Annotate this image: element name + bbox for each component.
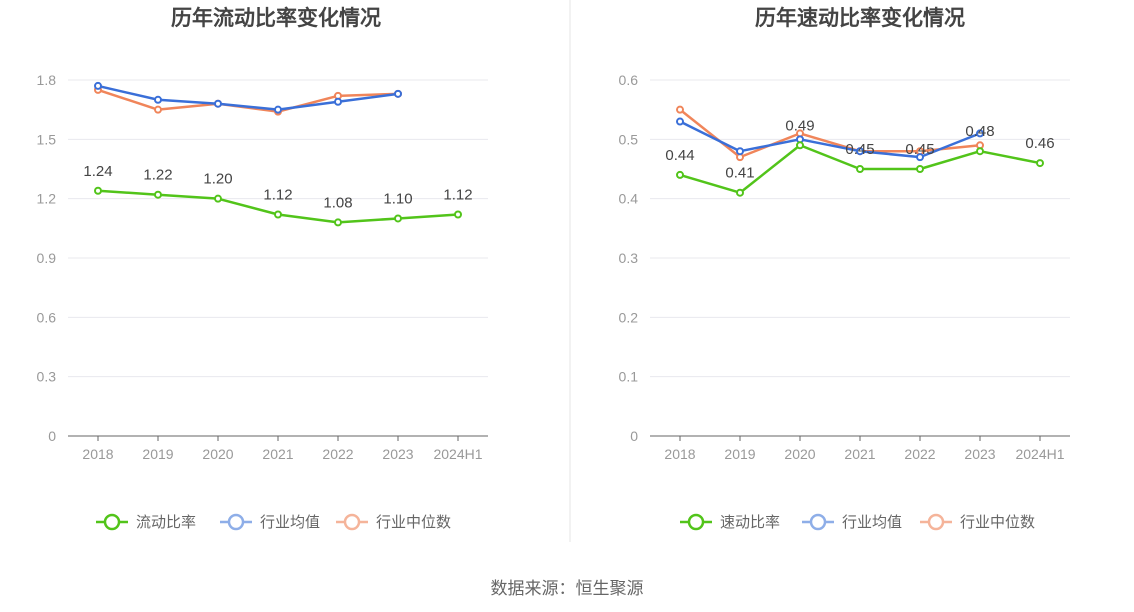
current-ratio-data-point bbox=[274, 210, 282, 219]
current-ratio-data-point bbox=[154, 105, 162, 114]
current-ratio-data-point bbox=[214, 194, 222, 203]
current-ratio-data-point bbox=[154, 95, 162, 104]
current-ratio-data-label: 1.22 bbox=[143, 167, 172, 184]
quick-ratio-data-label: 0.41 bbox=[725, 165, 754, 182]
current-ratio-data-label: 1.10 bbox=[383, 190, 412, 207]
quick-ratio-data-point bbox=[676, 117, 684, 126]
quick-ratio-data-point bbox=[856, 165, 864, 173]
quick-ratio-data-point bbox=[916, 165, 924, 173]
current-ratio-x-tick-label: 2022 bbox=[322, 446, 353, 462]
quick-ratio-y-tick-label: 0.5 bbox=[619, 131, 639, 147]
quick-ratio-x-tick-label: 2018 bbox=[664, 446, 695, 462]
current-ratio-legend-marker bbox=[343, 513, 361, 531]
quick-ratio-x-tick-label: 2021 bbox=[844, 446, 875, 462]
current-ratio-data-label: 1.24 bbox=[83, 163, 112, 180]
quick-ratio-y-tick-label: 0 bbox=[630, 428, 638, 444]
quick-ratio-y-tick-label: 0.1 bbox=[619, 369, 639, 385]
current-ratio-data-point bbox=[214, 99, 222, 108]
quick-ratio-data-label: 0.45 bbox=[845, 141, 874, 158]
quick-ratio-data-label: 0.46 bbox=[1025, 135, 1054, 152]
current-ratio-data-label: 1.12 bbox=[443, 186, 472, 203]
current-ratio-series-line bbox=[97, 84, 399, 111]
quick-ratio-data-point bbox=[676, 170, 684, 179]
current-ratio-data-point bbox=[454, 210, 462, 219]
quick-ratio-data-label: 0.45 bbox=[905, 141, 934, 158]
current-ratio-data-point bbox=[274, 105, 282, 114]
quick-ratio-x-tick-label: 2023 bbox=[964, 446, 995, 462]
quick-ratio-y-tick-label: 0.2 bbox=[619, 309, 639, 325]
current-ratio-data-point bbox=[334, 218, 342, 227]
quick-ratio-data-point bbox=[976, 129, 984, 138]
current-ratio-data-label: 1.12 bbox=[263, 186, 292, 203]
current-ratio-data-point bbox=[334, 97, 342, 106]
quick-ratio-legend-marker bbox=[927, 513, 945, 531]
quick-ratio-x-tick-label: 2020 bbox=[784, 446, 815, 462]
quick-ratio-legend-marker bbox=[687, 513, 705, 531]
current-ratio-y-tick-label: 0 bbox=[48, 428, 56, 444]
quick-ratio-data-point bbox=[856, 147, 864, 156]
current-ratio-x-tick-label: 2024H1 bbox=[433, 446, 482, 462]
quick-ratio-chart-title: 历年速动比率变化情况 bbox=[755, 6, 965, 30]
quick-ratio-x-tick-label: 2019 bbox=[724, 446, 755, 462]
quick-ratio-data-point bbox=[796, 141, 804, 150]
quick-ratio-x-tick-label: 2024H1 bbox=[1015, 446, 1064, 462]
quick-ratio-data-label: 0.44 bbox=[665, 147, 694, 164]
current-ratio-legend-marker bbox=[103, 513, 121, 531]
quick-ratio-data-point bbox=[916, 153, 924, 162]
quick-ratio-data-point bbox=[736, 188, 744, 197]
quick-ratio-data-point bbox=[736, 147, 744, 156]
current-ratio-y-tick-label: 1.8 bbox=[37, 72, 57, 88]
current-ratio-legend-label: 行业中位数 bbox=[376, 514, 451, 531]
current-ratio-y-tick-label: 0.3 bbox=[37, 369, 57, 385]
current-ratio-y-tick-label: 0.6 bbox=[37, 309, 57, 325]
quick-ratio-legend-label: 行业中位数 bbox=[960, 514, 1035, 531]
quick-ratio-y-tick-label: 0.4 bbox=[619, 191, 639, 207]
quick-ratio-data-point bbox=[676, 105, 684, 114]
current-ratio-data-point bbox=[94, 186, 102, 195]
current-ratio-data-point bbox=[94, 81, 102, 90]
quick-ratio-y-tick-label: 0.6 bbox=[619, 72, 639, 88]
current-ratio-y-tick-label: 1.2 bbox=[37, 191, 57, 207]
current-ratio-legend-marker bbox=[227, 513, 245, 531]
current-ratio-data-point bbox=[154, 190, 162, 199]
current-ratio-chart-title: 历年流动比率变化情况 bbox=[171, 6, 381, 30]
quick-ratio-data-point bbox=[1036, 159, 1044, 168]
current-ratio-x-tick-label: 2023 bbox=[382, 446, 413, 462]
quick-ratio-legend-label: 速动比率 bbox=[720, 514, 780, 531]
current-ratio-data-point bbox=[394, 214, 402, 223]
current-ratio-data-point bbox=[394, 89, 402, 98]
current-ratio-x-tick-label: 2019 bbox=[142, 446, 173, 462]
current-ratio-data-label: 1.20 bbox=[203, 171, 232, 188]
current-ratio-data-label: 1.08 bbox=[323, 194, 352, 211]
quick-ratio-data-label: 0.48 bbox=[965, 123, 994, 140]
quick-ratio-legend-marker bbox=[809, 513, 827, 531]
current-ratio-y-tick-label: 0.9 bbox=[37, 250, 57, 266]
current-ratio-x-tick-label: 2018 bbox=[82, 446, 113, 462]
quick-ratio-data-label: 0.49 bbox=[785, 117, 814, 134]
current-ratio-legend-label: 行业均值 bbox=[260, 514, 320, 531]
quick-ratio-series-line bbox=[679, 108, 981, 159]
quick-ratio-y-tick-label: 0.3 bbox=[619, 250, 639, 266]
current-ratio-x-tick-label: 2021 bbox=[262, 446, 293, 462]
current-ratio-legend-label: 流动比率 bbox=[136, 514, 196, 531]
quick-ratio-data-point bbox=[976, 147, 984, 156]
quick-ratio-series-line bbox=[679, 120, 981, 159]
quick-ratio-legend-label: 行业均值 bbox=[842, 514, 902, 531]
current-ratio-x-tick-label: 2020 bbox=[202, 446, 233, 462]
data-source-note: 数据来源：恒生聚源 bbox=[490, 579, 644, 598]
quick-ratio-x-tick-label: 2022 bbox=[904, 446, 935, 462]
current-ratio-y-tick-label: 1.5 bbox=[37, 131, 57, 147]
